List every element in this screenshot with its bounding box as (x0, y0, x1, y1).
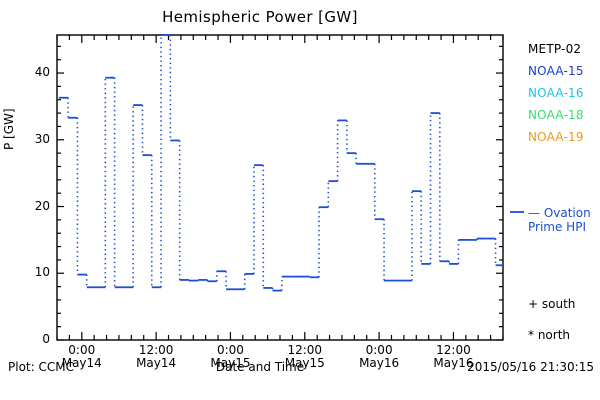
chart-title: Hemispheric Power [GW] (162, 8, 358, 26)
x-tick-date: May15 (210, 356, 251, 370)
legend-ovation-line1: — Ovation (528, 206, 591, 220)
x-tick-time: 0:00 (365, 343, 393, 357)
plot-axes (56, 34, 504, 341)
x-axis-label: Date and Time (215, 360, 305, 374)
x-tick-date: May14 (61, 356, 102, 370)
y-tick-label: 20 (34, 198, 50, 213)
legend-item-noaa-16: NOAA-16 (528, 86, 584, 100)
x-tick-date: May15 (284, 356, 325, 370)
data-series-group (58, 34, 503, 292)
plot-timestamp: 2015/05/16 21:30:15 (467, 360, 594, 374)
y-tick-label: 0 (42, 332, 50, 346)
legend-ovation-line2: Prime HPI (528, 220, 586, 234)
legend-marker-south: + south (528, 297, 576, 311)
x-tick-time: 0:00 (216, 343, 244, 357)
legend-ovation: — Ovation Prime HPI (528, 206, 591, 234)
x-tick-time: 0:00 (68, 343, 96, 357)
x-tick-time: 12:00 (436, 343, 471, 357)
y-tick-label: 30 (34, 131, 50, 146)
x-tick-time: 12:00 (287, 343, 323, 357)
legend-item-metp-02: METP-02 (528, 42, 582, 56)
x-tick-label: 0:00 May16 (339, 344, 419, 370)
y-tick-label: 40 (34, 65, 50, 80)
plot-credit: Plot: CCMC (8, 360, 74, 374)
x-tick-label: 12:00 May15 (265, 344, 345, 370)
x-tick-label: 0:00 May14 (42, 344, 122, 370)
x-tick-date: May16 (359, 356, 400, 370)
x-tick-label: 12:00 May14 (116, 344, 196, 370)
x-tick-date: May14 (136, 356, 177, 370)
legend-item-noaa-19: NOAA-19 (528, 130, 584, 144)
legend-item-noaa-18: NOAA-18 (528, 108, 584, 122)
x-tick-label: 0:00 May15 (190, 344, 270, 370)
y-tick-label: 10 (34, 265, 50, 280)
x-tick-date: May16 (433, 356, 474, 370)
legend-marker-north: * north (528, 328, 571, 342)
legend-item-noaa-15: NOAA-15 (528, 64, 584, 78)
x-tick-label: 12:00 May16 (413, 344, 493, 370)
x-tick-time: 12:00 (138, 343, 174, 357)
